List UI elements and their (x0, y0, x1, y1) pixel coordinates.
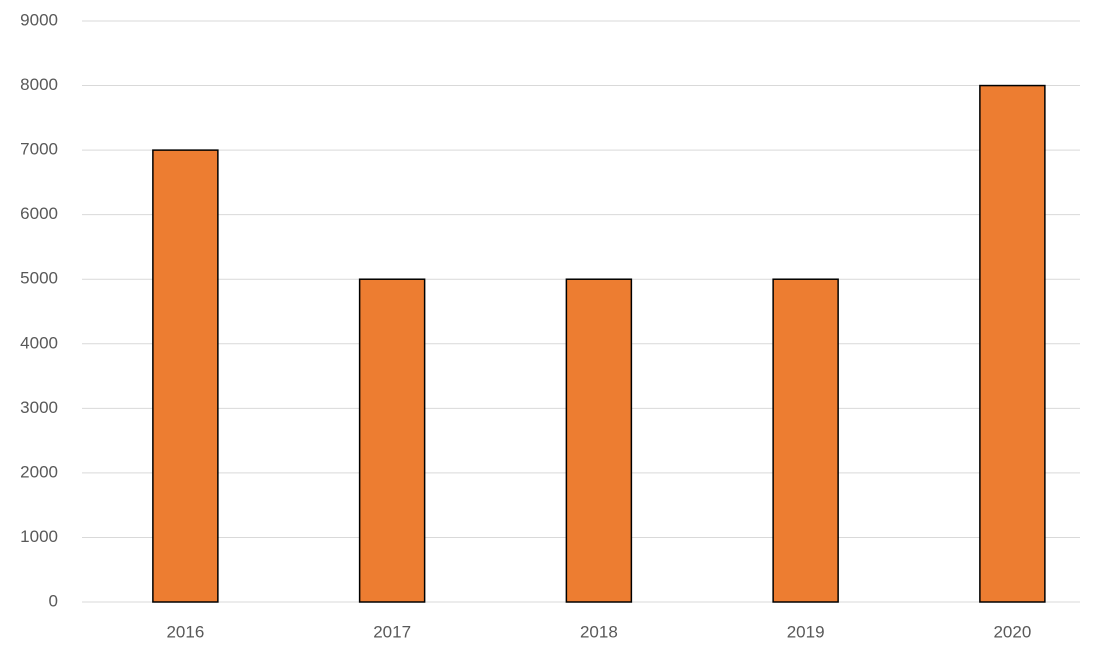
bar (358, 278, 426, 603)
y-tick-label: 7000 (20, 140, 58, 159)
y-tick-label: 1000 (20, 527, 58, 546)
y-tick-label: 0 (49, 591, 58, 610)
x-tick-label: 2019 (787, 622, 825, 641)
y-tick-label: 5000 (20, 269, 58, 288)
bar (565, 278, 633, 603)
bar (979, 84, 1046, 603)
y-tick-label: 8000 (20, 75, 58, 94)
bar (152, 149, 219, 603)
y-tick-label: 2000 (20, 462, 58, 481)
x-tick-label: 2020 (993, 622, 1031, 641)
y-tick-label: 6000 (20, 204, 58, 223)
y-tick-label: 9000 (20, 10, 58, 29)
bar (772, 278, 839, 603)
y-tick-label: 3000 (20, 398, 58, 417)
x-tick-label: 2018 (580, 622, 618, 641)
x-tick-label: 2016 (166, 622, 204, 641)
y-tick-label: 4000 (20, 333, 58, 352)
x-tick-label: 2017 (373, 622, 411, 641)
